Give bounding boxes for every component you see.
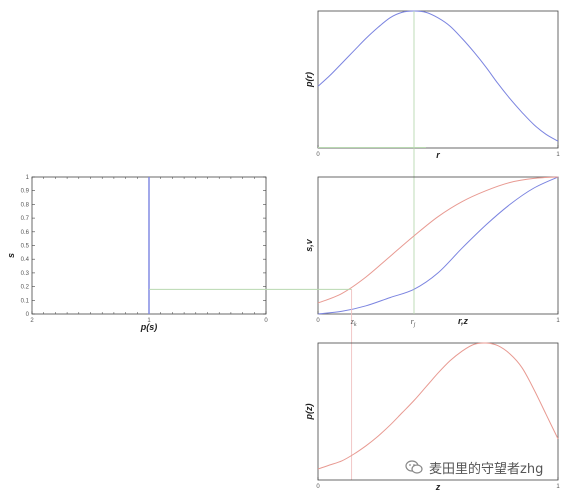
sv-ylabel: s,v bbox=[304, 238, 314, 252]
pr-xlabel: r bbox=[436, 150, 440, 160]
ps-ytick-label: 0.8 bbox=[21, 202, 30, 208]
pr-curve bbox=[318, 11, 558, 141]
ps-ytick-label: 0.7 bbox=[21, 216, 30, 222]
pr-xtick-label: 1 bbox=[556, 152, 560, 158]
ps-ytick-label: 0.1 bbox=[21, 298, 30, 304]
zk-label: zk bbox=[350, 317, 357, 328]
ps-xtick-label: 0 bbox=[264, 318, 268, 324]
ps-ytick-label: 0.2 bbox=[21, 285, 30, 291]
ps-ytick-label: 1 bbox=[26, 175, 30, 181]
pr-xtick-label: 0 bbox=[316, 152, 320, 158]
rj-label: rj bbox=[411, 317, 416, 328]
pz-xtick-label: 0 bbox=[316, 484, 320, 490]
pz-xlabel: z bbox=[435, 482, 441, 492]
s-transform-curve bbox=[318, 177, 558, 314]
ps-ytick-label: 0 bbox=[26, 312, 30, 318]
watermark: 麦田里的守望者zhg bbox=[405, 457, 543, 477]
pz-curve bbox=[318, 343, 558, 469]
pr-ylabel: p(r) bbox=[304, 72, 314, 88]
ps-ytick-label: 0.3 bbox=[21, 271, 30, 277]
sv-panel-frame bbox=[318, 177, 558, 314]
ps-ytick-label: 0.4 bbox=[21, 257, 30, 263]
sv-xtick-label: 1 bbox=[556, 318, 560, 324]
pz-ylabel: p(z) bbox=[304, 404, 314, 421]
ps-ytick-label: 0.5 bbox=[21, 244, 30, 250]
ps-xlabel: p(s) bbox=[140, 322, 158, 332]
wechat-icon bbox=[405, 458, 423, 476]
ps-ylabel: s bbox=[6, 253, 16, 258]
sv-xlabel: r,z bbox=[458, 316, 469, 326]
ps-xtick-label: 2 bbox=[30, 318, 34, 324]
pr-panel-frame bbox=[318, 11, 558, 148]
ps-ytick-label: 0.9 bbox=[21, 189, 30, 195]
ps-ytick-label: 0.6 bbox=[21, 230, 30, 236]
sv-xtick-label: 0 bbox=[316, 318, 320, 324]
watermark-text: 麦田里的守望者zhg bbox=[429, 458, 543, 477]
pz-xtick-label: 1 bbox=[556, 484, 560, 490]
